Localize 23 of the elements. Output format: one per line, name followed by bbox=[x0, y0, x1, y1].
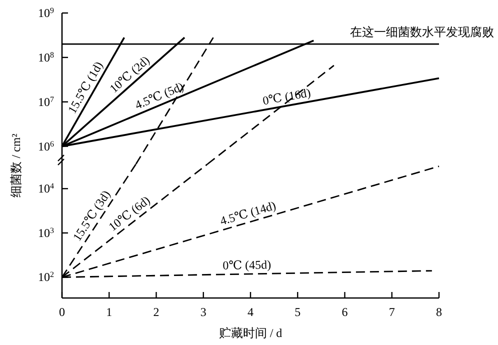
x-tick-label: 5 bbox=[294, 305, 301, 319]
y-tick-label: 10$^{6}$ bbox=[38, 138, 54, 154]
series-label: 0℃ (45d) bbox=[222, 258, 272, 272]
text: 4.5℃ (14d) bbox=[218, 198, 278, 228]
x-tick-label: 4 bbox=[248, 305, 254, 319]
y-tick-label: 10$^{8}$ bbox=[38, 50, 54, 64]
y-tick-label: 10$^{9}$ bbox=[38, 6, 54, 20]
ref-line-label: 在这一细菌数水平发现腐败 bbox=[350, 25, 494, 40]
y-tick-label: 10$^{2}$ bbox=[38, 270, 54, 284]
text: 0℃ (16d) bbox=[262, 85, 312, 108]
x-axis-title: 贮藏时间 / d bbox=[218, 326, 282, 340]
y-tick-label: 10$^{7}$ bbox=[38, 94, 54, 109]
x-tick-label: 6 bbox=[342, 305, 348, 319]
x-tick-label: 8 bbox=[436, 305, 442, 319]
x-tick-label: 0 bbox=[59, 305, 65, 319]
text: 4.5℃ (5d) bbox=[132, 79, 186, 112]
y-tick-label: 10$^{3}$ bbox=[38, 225, 54, 240]
x-tick-label: 2 bbox=[153, 305, 160, 319]
x-tick-label: 1 bbox=[106, 305, 112, 319]
x-tick-label: 3 bbox=[200, 305, 206, 319]
y-tick-label: 10$^{4}$ bbox=[38, 181, 54, 196]
y-axis-title: 细菌数 / cm² bbox=[9, 133, 23, 198]
x-tick-label: 7 bbox=[388, 305, 395, 319]
